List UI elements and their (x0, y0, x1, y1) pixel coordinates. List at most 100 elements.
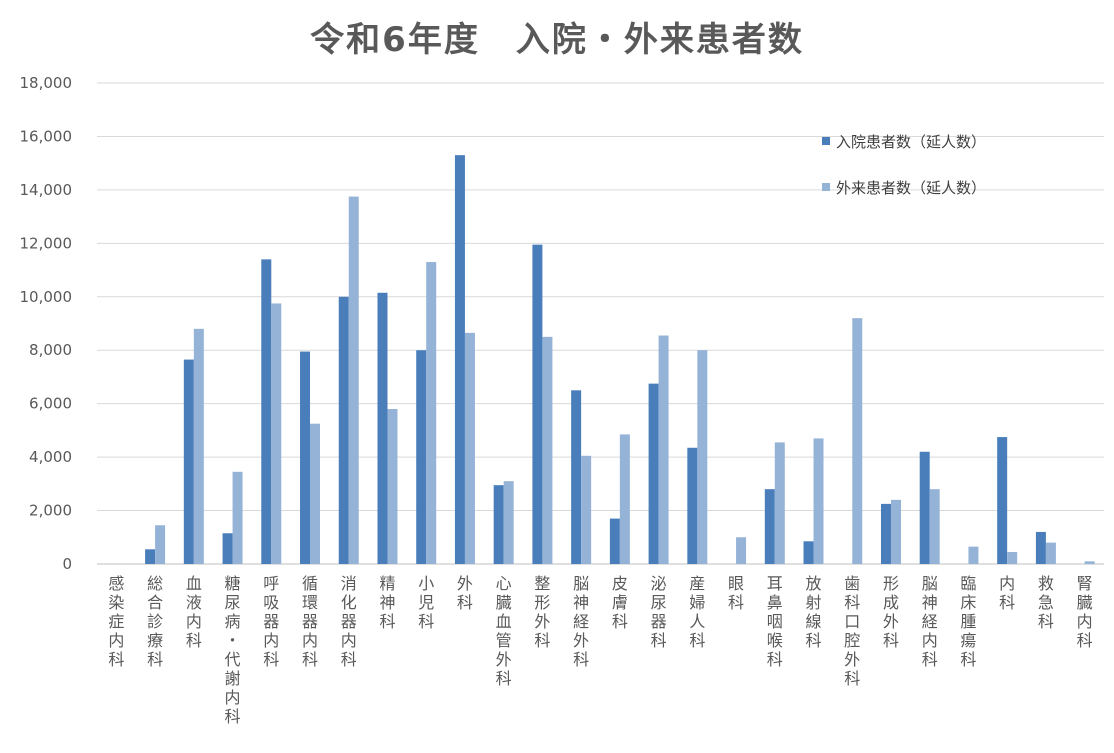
y-tick-label: 12,000 (20, 234, 73, 252)
x-category-label-char: 科 (379, 612, 395, 631)
x-category-label-char: 内 (1077, 612, 1093, 631)
bar-outpatient (619, 434, 630, 564)
x-category-label-char: 神 (573, 593, 589, 612)
x-category-label-char: 外 (457, 574, 473, 593)
bar-inpatient (145, 549, 156, 564)
x-category-label-char: 腔 (844, 631, 860, 650)
x-category-label-char: 総 (147, 574, 163, 593)
bar-outpatient (774, 442, 785, 564)
x-category-label-char: 器 (651, 612, 667, 631)
x-category-label-char: 精 (379, 574, 395, 593)
x-category-label-char: 内 (263, 631, 279, 650)
bar-inpatient (919, 451, 930, 564)
bar-inpatient (880, 503, 891, 564)
x-category-label-char: 科 (844, 669, 860, 688)
bar-inpatient (454, 155, 465, 564)
x-category-label-char: 内 (108, 631, 124, 650)
bar-inpatient (493, 485, 504, 564)
x-category-label-char: 器 (263, 612, 279, 631)
x-category-label-char: 科 (186, 631, 202, 650)
bars (145, 155, 1095, 565)
x-category-label-char: 科 (147, 650, 163, 669)
bar-outpatient (155, 525, 166, 564)
x-category-label-char: 形 (883, 574, 899, 593)
x-category-label-char: 急 (1038, 593, 1054, 612)
bar-inpatient (261, 259, 272, 564)
x-category-label-char: 射 (806, 593, 822, 612)
bar-inpatient (764, 489, 775, 564)
x-category-label-char: 科 (922, 650, 938, 669)
x-category-label-char: 診 (147, 612, 163, 631)
x-category-label-char: 管 (496, 631, 512, 650)
x-category-label-char: ・ (225, 631, 241, 650)
bar-outpatient (813, 438, 824, 564)
bar-outpatient (271, 303, 282, 564)
x-category-label-char: 皮 (612, 574, 628, 593)
x-category-label-char: 科 (689, 631, 705, 650)
bar-inpatient (222, 533, 233, 564)
x-category-label-char: 血 (186, 574, 202, 593)
bar-outpatient (658, 335, 669, 564)
x-category-label-char: 脳 (573, 574, 589, 593)
x-category-label-char: 内 (999, 574, 1015, 593)
x-category-label-char: 糖 (225, 574, 241, 593)
x-category-label-char: 科 (302, 650, 318, 669)
x-category-label-char: 心 (496, 574, 512, 593)
x-category-label-char: 婦 (689, 593, 705, 612)
x-category-label-char: 科 (496, 669, 512, 688)
bar-outpatient (426, 262, 437, 564)
x-category-label-char: 科 (1077, 631, 1093, 650)
legend-swatch-outpatient (822, 183, 830, 191)
x-category-label-char: 経 (573, 612, 589, 631)
x-category-label-char: 科 (457, 593, 473, 612)
x-category-label-char: 喉 (767, 631, 783, 650)
x-category-label-char: 科 (728, 593, 744, 612)
x-category-label-char: 科 (573, 650, 589, 669)
x-category-label-char: 科 (767, 650, 783, 669)
x-category-label-char: 内 (186, 612, 202, 631)
x-category-label-char: 経 (922, 612, 938, 631)
y-tick-label: 6,000 (29, 395, 72, 413)
bar-outpatient (193, 328, 204, 564)
legend-label-inpatient: 入院患者数（延人数） (836, 132, 987, 151)
x-category-label-char: 化 (341, 593, 357, 612)
x-category-label-char: 外 (883, 612, 899, 631)
x-category-label-char: 臨 (960, 574, 976, 593)
x-category-label-char: 環 (302, 593, 318, 612)
x-category-label-char: 咽 (767, 612, 783, 631)
bar-outpatient (1084, 561, 1095, 564)
x-category-label-char: 科 (418, 612, 434, 631)
bar-outpatient (852, 318, 863, 564)
x-category-label-char: 液 (186, 593, 202, 612)
bar-outpatient (929, 489, 940, 564)
x-category-label-char: 形 (534, 593, 550, 612)
y-axis-tick-labels: 0 2,000 4,000 6,000 8,000 10,000 12,000 14,000 1… (20, 74, 73, 573)
x-category-label-char: 放 (806, 574, 822, 593)
x-category-label-char: 外 (496, 650, 512, 669)
x-category-label-char: 耳 (767, 574, 783, 593)
bar-inpatient (1035, 531, 1046, 564)
bar-outpatient (736, 537, 747, 564)
gridlines (97, 82, 1104, 565)
x-category-label-char: 成 (883, 593, 899, 612)
x-category-label-char: 臓 (1077, 593, 1093, 612)
x-category-label-char: 科 (341, 650, 357, 669)
y-tick-label: 10,000 (20, 288, 73, 306)
x-category-label-char: 科 (883, 631, 899, 650)
y-tick-label: 16,000 (20, 127, 73, 145)
y-tick-label: 2,000 (29, 502, 72, 520)
x-category-label-char: 血 (496, 612, 512, 631)
x-category-label-char: 人 (689, 612, 705, 631)
x-category-label-char: 神 (379, 593, 395, 612)
x-category-label-char: 内 (341, 631, 357, 650)
bar-inpatient (300, 351, 311, 564)
x-category-label-char: 染 (108, 593, 124, 612)
bar-outpatient (348, 196, 359, 564)
bar-outpatient (581, 455, 592, 564)
x-category-label-char: 症 (108, 612, 124, 631)
x-category-label-char: 内 (225, 688, 241, 707)
bar-inpatient (183, 359, 194, 564)
y-tick-label: 18,000 (20, 74, 73, 92)
y-tick-label: 8,000 (29, 341, 72, 359)
